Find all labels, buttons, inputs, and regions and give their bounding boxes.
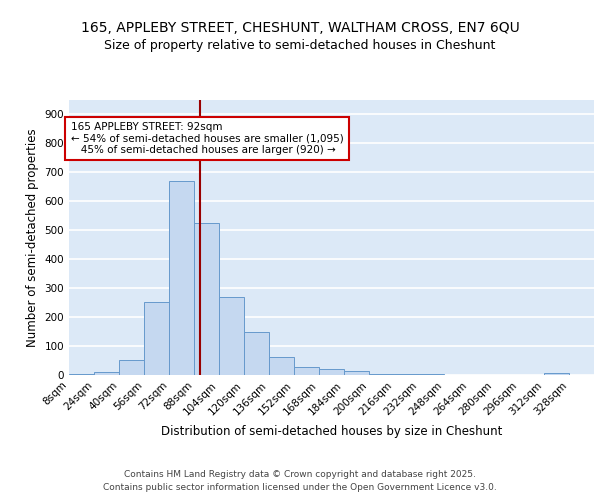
Text: 165, APPLEBY STREET, CHESHUNT, WALTHAM CROSS, EN7 6QU: 165, APPLEBY STREET, CHESHUNT, WALTHAM C… bbox=[80, 20, 520, 34]
Text: 165 APPLEBY STREET: 92sqm
← 54% of semi-detached houses are smaller (1,095)
   4: 165 APPLEBY STREET: 92sqm ← 54% of semi-… bbox=[71, 122, 343, 155]
X-axis label: Distribution of semi-detached houses by size in Cheshunt: Distribution of semi-detached houses by … bbox=[161, 425, 502, 438]
Bar bbox=[419, 374, 444, 375]
Bar bbox=[69, 374, 94, 375]
Bar bbox=[144, 302, 169, 375]
Bar bbox=[394, 374, 419, 375]
Bar bbox=[219, 297, 244, 375]
Bar bbox=[344, 371, 369, 375]
Bar bbox=[294, 367, 319, 375]
Bar bbox=[169, 181, 194, 375]
Bar bbox=[544, 372, 569, 375]
Text: Contains HM Land Registry data © Crown copyright and database right 2025.
Contai: Contains HM Land Registry data © Crown c… bbox=[103, 470, 497, 492]
Bar bbox=[194, 223, 219, 375]
Bar bbox=[369, 374, 394, 375]
Bar bbox=[94, 372, 119, 375]
Bar bbox=[119, 360, 144, 375]
Text: Size of property relative to semi-detached houses in Cheshunt: Size of property relative to semi-detach… bbox=[104, 38, 496, 52]
Y-axis label: Number of semi-detached properties: Number of semi-detached properties bbox=[26, 128, 39, 347]
Bar bbox=[319, 369, 344, 375]
Bar bbox=[244, 332, 269, 375]
Bar bbox=[269, 357, 294, 375]
